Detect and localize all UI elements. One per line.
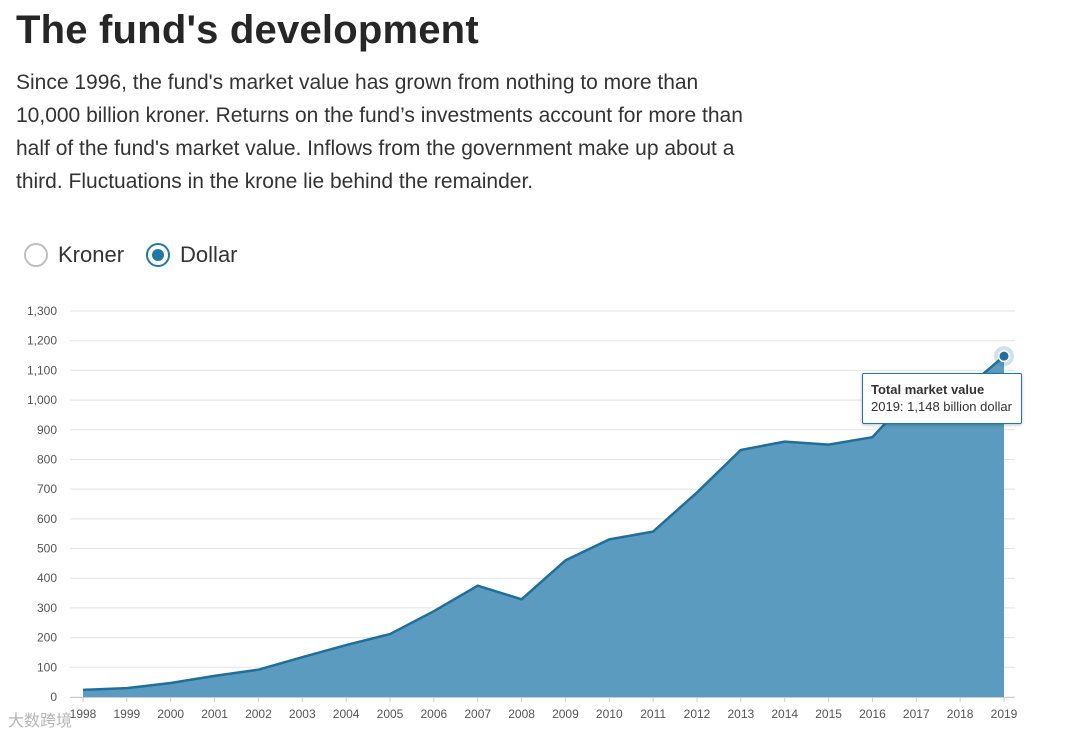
y-tick-label: 900	[37, 423, 57, 437]
y-tick-label: 400	[37, 571, 57, 585]
x-tick-label: 2010	[596, 707, 623, 721]
area-fill	[83, 356, 1004, 697]
tooltip-title: Total market value	[871, 382, 985, 397]
kroner-label: Kroner	[58, 242, 125, 267]
y-tick-label: 1,000	[27, 393, 57, 407]
y-tick-label: 200	[37, 631, 57, 645]
x-tick-label: 2004	[333, 707, 360, 721]
chart-points	[994, 346, 1014, 367]
chart-series	[82, 355, 1005, 697]
y-tick-label: 700	[37, 482, 57, 496]
highlight-point	[999, 351, 1009, 361]
x-tick-label: 2013	[728, 707, 755, 721]
x-tick-label: 2014	[771, 707, 798, 721]
x-axis-ticks: 1998 1999 2000 2001 2002 2003 2004 2005 2006 2007…	[70, 697, 1018, 721]
series-line	[82, 355, 1005, 692]
dollar-radio-icon[interactable]	[146, 243, 171, 267]
page-description: Since 1996, the fund's market value has …	[16, 71, 743, 193]
x-tick-label: 2003	[289, 707, 316, 721]
y-tick-label: 300	[37, 601, 57, 615]
y-tick-label: 600	[37, 512, 57, 526]
radio-option-dollar[interactable]: Dollar	[146, 242, 238, 268]
y-tick-label: 800	[37, 452, 57, 466]
x-tick-label: 2012	[684, 707, 711, 721]
x-tick-label: 2006	[421, 707, 448, 721]
y-tick-label: 0	[50, 690, 57, 704]
page-title: The fund's development	[16, 8, 479, 52]
currency-toggle: Kroner Dollar	[24, 242, 238, 268]
radio-option-kroner[interactable]: Kroner	[24, 242, 124, 268]
x-tick-label: 2005	[377, 707, 404, 721]
x-tick-label: 2011	[640, 707, 666, 721]
y-tick-label: 1,200	[27, 334, 57, 348]
x-tick-label: 1998	[70, 707, 97, 721]
y-tick-label: 100	[37, 660, 57, 674]
x-tick-label: 2019	[991, 707, 1018, 721]
x-tick-label: 2007	[464, 707, 491, 721]
x-tick-label: 2015	[815, 707, 842, 721]
y-tick-label: 1,300	[27, 304, 57, 318]
x-tick-label: 2002	[245, 707, 272, 721]
x-tick-label: 2001	[201, 707, 228, 721]
x-tick-label: 2009	[552, 707, 579, 721]
x-tick-label: 1999	[114, 707, 141, 721]
x-tick-label: 2000	[157, 707, 184, 721]
dollar-label: Dollar	[180, 242, 238, 267]
y-tick-label: 1,100	[27, 363, 57, 377]
y-axis-ticks: 0 100 200 300 400 500 600 700 800 900 1,000 1,100 1,…	[27, 304, 57, 704]
chart-tooltip: Total market value 2019: 1,148 billion d…	[862, 373, 1022, 424]
x-tick-label: 2017	[903, 707, 930, 721]
watermark: 大数跨境	[8, 713, 73, 730]
tooltip-text: 2019: 1,148 billion dollar	[871, 399, 1012, 414]
kroner-radio-icon[interactable]	[24, 243, 48, 267]
x-tick-label: 2018	[947, 707, 974, 721]
x-tick-label: 2008	[508, 707, 535, 721]
y-tick-label: 500	[37, 542, 57, 556]
x-tick-label: 2016	[859, 707, 886, 721]
